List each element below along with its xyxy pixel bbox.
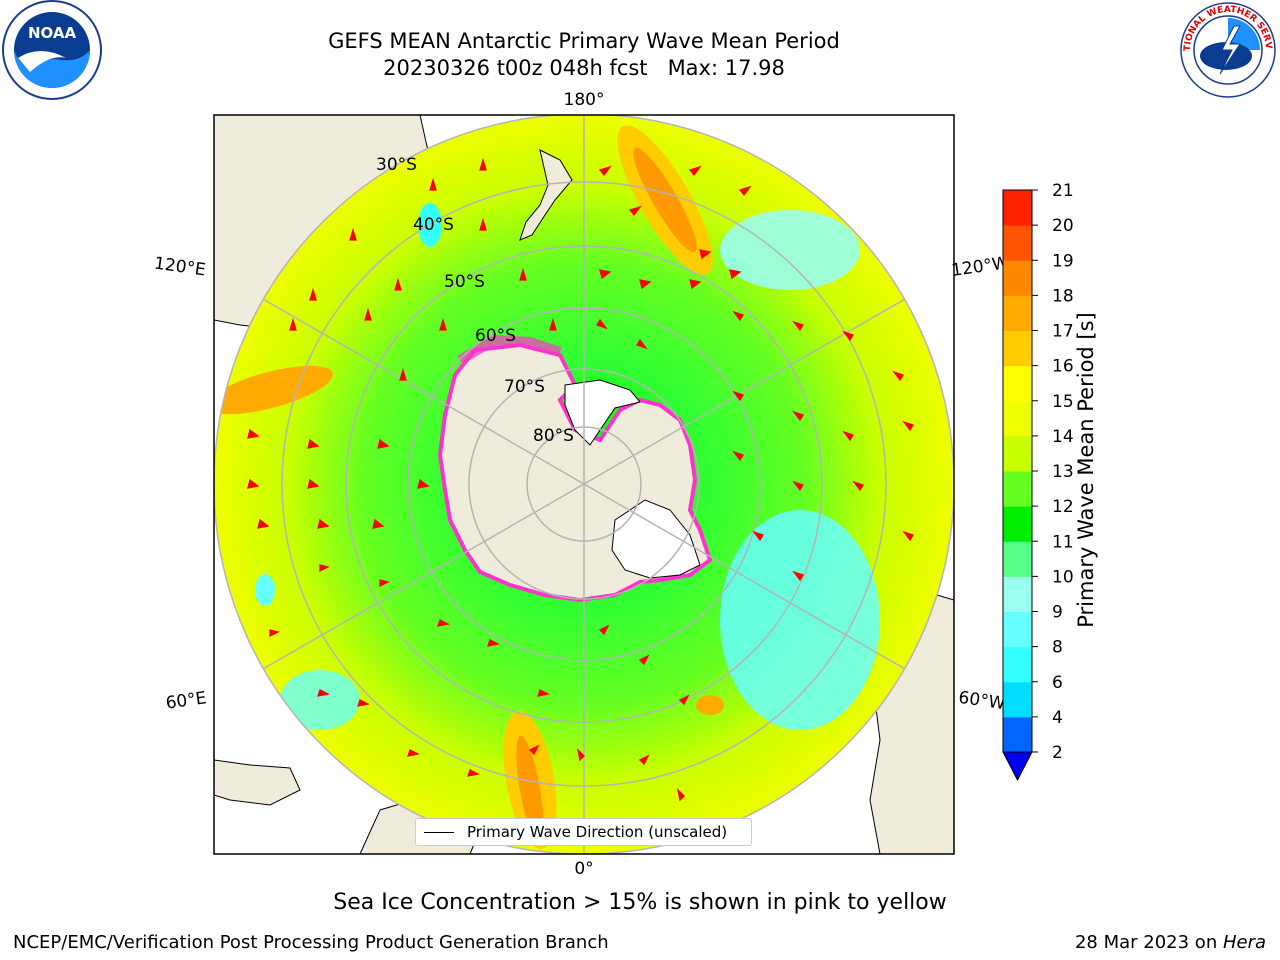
new-zealand-land	[519, 149, 573, 241]
sea-ice-caption: Sea Ice Concentration > 15% is shown in …	[333, 890, 947, 915]
latitude-labels: 30°S 40°S 50°S 60°S 70°S 80°S	[376, 155, 574, 446]
plot-title: GEFS MEAN Antarctic Primary Wave Mean Pe…	[328, 29, 840, 53]
nws-logo: NATIONAL WEATHER SERVICE	[1178, 0, 1276, 98]
colorbar-label: Primary Wave Mean Period [s]	[1074, 312, 1098, 628]
colorbar-tick-label: 16	[1052, 357, 1074, 377]
graticule	[214, 115, 954, 854]
svg-text:60°S: 60°S	[475, 326, 516, 346]
colorbar-tick-label: 17	[1052, 322, 1074, 342]
svg-text:70°S: 70°S	[504, 377, 545, 397]
colorbar-segment	[1003, 646, 1032, 683]
colorbar-tick-label: 13	[1052, 462, 1074, 482]
colorbar-segment	[1003, 365, 1032, 402]
map-area: 30°S 40°S 50°S 60°S 70°S 80°S	[214, 115, 954, 854]
colorbar-segment	[1003, 506, 1032, 542]
legend-label: Primary Wave Direction (unscaled)	[467, 823, 728, 841]
arrow-field-upper-right	[596, 165, 752, 350]
africa-land	[214, 759, 301, 806]
arrow-field-upper-left	[289, 157, 557, 381]
svg-text:NOAA: NOAA	[28, 24, 77, 42]
colorbar-tick-label: 2	[1052, 743, 1063, 763]
ice-shelf-weddell	[611, 499, 701, 579]
wave-direction-arrows	[247, 157, 914, 802]
svg-text:40°S: 40°S	[413, 215, 454, 235]
colorbar-tick-label: 20	[1052, 216, 1074, 236]
colorbar-segment	[1003, 330, 1032, 367]
svg-text:30°S: 30°S	[376, 155, 417, 175]
legend-line-sample	[424, 832, 454, 833]
arrow-field-bottom	[317, 619, 690, 802]
arrow-field-left	[247, 428, 430, 638]
colorbar-tick-label: 4	[1052, 708, 1063, 728]
colorbar-segment	[1003, 681, 1032, 718]
colorbar-segment	[1003, 435, 1032, 472]
colorbar-tick-label: 12	[1052, 497, 1074, 517]
colorbar-segment	[1003, 471, 1032, 507]
lon-label-180: 180°	[564, 90, 605, 110]
footer-date-text: 28 Mar 2023 on	[1074, 932, 1223, 953]
footer-credit: NCEP/EMC/Verification Post Processing Pr…	[13, 932, 609, 953]
plot-subtitle: 20230326 t00z 048h fcst Max: 17.98	[383, 56, 785, 80]
arrow-field-right	[732, 310, 914, 582]
svg-text:80°S: 80°S	[533, 426, 574, 446]
noaa-logo: NOAA	[2, 0, 102, 100]
colorbar-segment	[1003, 576, 1032, 612]
colorbar-segment	[1003, 260, 1032, 296]
colorbar-tick-label: 10	[1052, 567, 1074, 587]
map-legend: Primary Wave Direction (unscaled)	[415, 818, 752, 846]
colorbar-segment	[1003, 295, 1032, 331]
map-frame	[213, 114, 955, 855]
colorbar-tick-label: 14	[1052, 427, 1074, 447]
lon-label-60e: 60°E	[165, 688, 208, 713]
lon-label-120w: 120°W	[950, 253, 1010, 281]
colorbar-tick-label: 9	[1052, 603, 1063, 623]
colorbar-tick-label: 11	[1052, 532, 1074, 552]
lon-label-120e: 120°E	[153, 253, 207, 280]
colorbar-tick-label: 21	[1052, 181, 1074, 201]
colorbar-tick-label: 18	[1052, 286, 1074, 306]
lon-label-0: 0°	[574, 859, 593, 879]
colorbar-segment	[1003, 400, 1032, 437]
footer-host: Hera	[1222, 932, 1266, 953]
colorbar-segment	[1003, 225, 1032, 261]
footer-date: 28 Mar 2023 on Hera	[1075, 932, 1266, 953]
colorbar: 2 4 6 8 9 10 11 12 13 14 15 16 17 18 19 20 21	[1002, 181, 1074, 782]
colorbar-segment	[1003, 541, 1032, 577]
sea-ice-edge	[457, 334, 562, 365]
lon-label-60w: 60°W	[957, 688, 1006, 714]
colorbar-segment	[1003, 190, 1032, 226]
colorbar-tick-label: 15	[1052, 392, 1074, 412]
colorbar-segment	[1003, 716, 1032, 753]
colorbar-segment	[1003, 611, 1032, 648]
colorbar-tick-label: 19	[1052, 251, 1074, 271]
svg-text:50°S: 50°S	[444, 272, 485, 292]
colorbar-tick-label: 6	[1052, 673, 1063, 693]
colorbar-extend-arrow	[1002, 751, 1033, 782]
colorbar-tick-label: 8	[1052, 638, 1063, 658]
